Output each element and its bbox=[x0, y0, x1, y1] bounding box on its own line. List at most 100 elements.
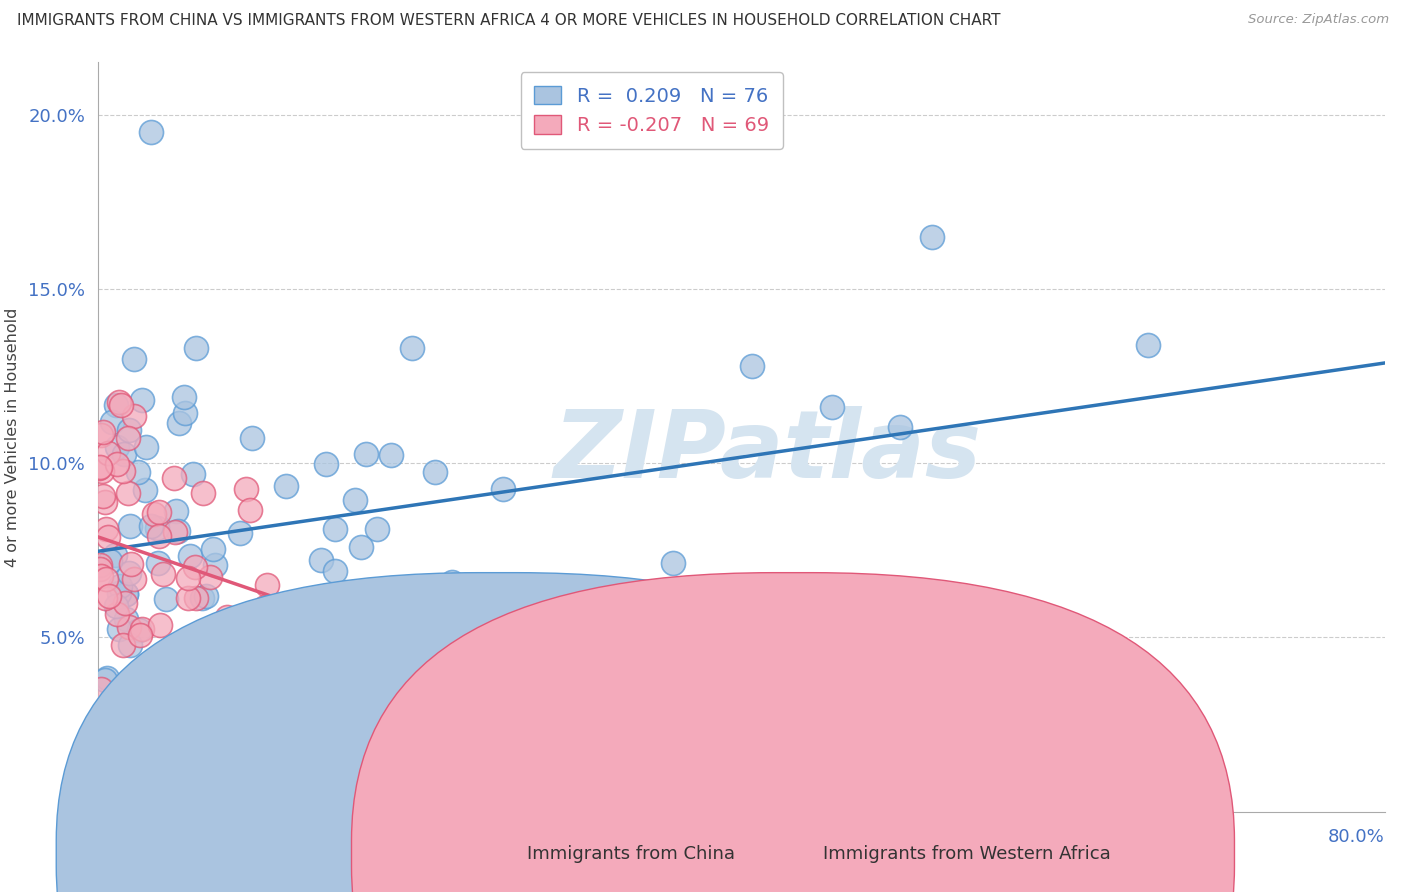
Point bbox=[127, 465, 149, 479]
Point bbox=[112, 464, 135, 478]
Point bbox=[90, 682, 112, 697]
Point bbox=[323, 565, 346, 579]
Point bbox=[94, 572, 117, 586]
Point bbox=[122, 409, 145, 423]
Point bbox=[105, 607, 128, 622]
Point bbox=[122, 352, 145, 367]
Point bbox=[235, 482, 257, 496]
Point bbox=[191, 631, 214, 645]
Point bbox=[184, 342, 207, 356]
Point bbox=[741, 359, 763, 373]
Point bbox=[315, 458, 337, 472]
Point bbox=[91, 489, 114, 503]
Text: ZIPatlas: ZIPatlas bbox=[554, 406, 981, 498]
Point bbox=[177, 591, 200, 605]
Point bbox=[441, 578, 464, 592]
Point bbox=[117, 485, 139, 500]
Point bbox=[249, 730, 271, 744]
Point bbox=[101, 415, 124, 429]
Point bbox=[167, 416, 190, 430]
Point bbox=[366, 522, 388, 536]
Point bbox=[492, 483, 515, 497]
Point bbox=[91, 425, 114, 439]
Text: 0.0%: 0.0% bbox=[98, 829, 143, 847]
Point bbox=[149, 618, 172, 632]
Text: 80.0%: 80.0% bbox=[1329, 829, 1385, 847]
Point bbox=[120, 558, 142, 572]
Point bbox=[105, 599, 128, 614]
Point bbox=[110, 579, 132, 593]
Point bbox=[284, 628, 307, 642]
Point bbox=[177, 571, 200, 585]
Point bbox=[118, 566, 141, 581]
Point bbox=[662, 556, 685, 570]
Point bbox=[111, 638, 134, 652]
Point bbox=[104, 548, 127, 562]
Point bbox=[165, 504, 187, 518]
Point bbox=[96, 522, 118, 536]
Point bbox=[103, 699, 125, 714]
Point bbox=[155, 644, 177, 658]
Point bbox=[118, 620, 141, 634]
Point bbox=[134, 483, 156, 498]
Point bbox=[274, 479, 297, 493]
Point bbox=[373, 582, 395, 596]
Point bbox=[720, 693, 742, 707]
Point bbox=[115, 612, 138, 626]
Point bbox=[215, 610, 238, 624]
Point bbox=[90, 464, 112, 478]
Point bbox=[128, 624, 150, 638]
Point bbox=[173, 390, 195, 404]
Text: Immigrants from China: Immigrants from China bbox=[527, 845, 735, 863]
Point bbox=[104, 398, 127, 412]
Point bbox=[141, 519, 163, 533]
Point bbox=[384, 637, 406, 651]
Point bbox=[659, 668, 682, 682]
Point bbox=[807, 745, 830, 759]
Point bbox=[191, 486, 214, 500]
Point bbox=[118, 518, 141, 533]
Point bbox=[200, 570, 222, 584]
Point bbox=[239, 503, 262, 517]
Point bbox=[129, 672, 152, 686]
Point bbox=[89, 558, 111, 572]
Text: Source: ZipAtlas.com: Source: ZipAtlas.com bbox=[1249, 13, 1389, 27]
Point bbox=[143, 508, 166, 522]
Legend: R =  0.209   N = 76, R = -0.207   N = 69: R = 0.209 N = 76, R = -0.207 N = 69 bbox=[520, 72, 783, 149]
Point bbox=[117, 432, 139, 446]
Point bbox=[240, 432, 263, 446]
Text: Immigrants from Western Africa: Immigrants from Western Africa bbox=[823, 845, 1111, 863]
Point bbox=[323, 523, 346, 537]
Point bbox=[931, 619, 953, 633]
Point bbox=[274, 650, 297, 665]
Point bbox=[110, 399, 132, 413]
Point bbox=[202, 542, 225, 557]
Point bbox=[96, 671, 118, 685]
Point bbox=[98, 589, 121, 603]
Point bbox=[889, 420, 911, 434]
Point bbox=[148, 528, 170, 542]
Point bbox=[153, 665, 176, 679]
Point bbox=[166, 524, 188, 538]
Point bbox=[152, 566, 174, 581]
Text: IMMIGRANTS FROM CHINA VS IMMIGRANTS FROM WESTERN AFRICA 4 OR MORE VEHICLES IN HO: IMMIGRANTS FROM CHINA VS IMMIGRANTS FROM… bbox=[17, 13, 1001, 29]
Point bbox=[131, 622, 153, 636]
Point bbox=[309, 552, 332, 566]
Point bbox=[356, 447, 378, 461]
Point bbox=[108, 586, 131, 600]
Point bbox=[89, 562, 111, 576]
Point bbox=[184, 560, 207, 574]
Point bbox=[139, 125, 162, 139]
Point bbox=[260, 710, 283, 724]
Point bbox=[98, 554, 121, 568]
Point bbox=[425, 466, 447, 480]
Point bbox=[204, 558, 226, 573]
Point bbox=[93, 591, 115, 606]
Point bbox=[94, 495, 117, 509]
Point bbox=[283, 657, 305, 672]
Point bbox=[148, 556, 170, 570]
Point bbox=[90, 568, 112, 582]
Point bbox=[350, 672, 373, 686]
Point bbox=[436, 627, 458, 641]
Point bbox=[195, 589, 218, 603]
